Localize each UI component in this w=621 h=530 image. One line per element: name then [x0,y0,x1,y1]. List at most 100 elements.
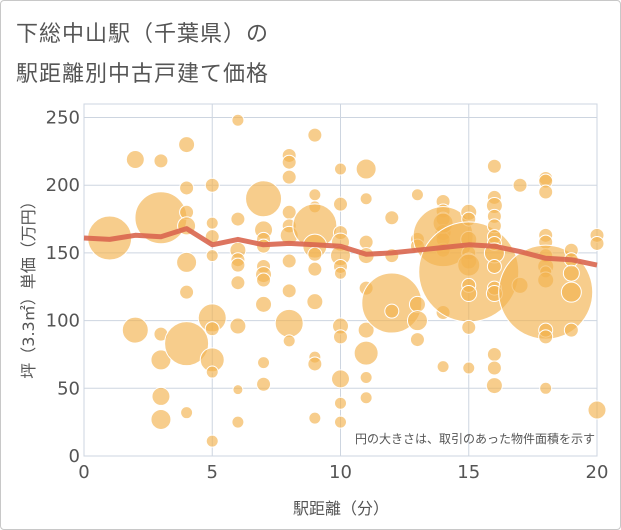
bubble [485,377,503,395]
bubble [125,150,145,170]
y-tick-label: 50 [57,378,80,399]
bubble [563,322,579,338]
bubble [308,188,322,202]
bubble [257,356,271,370]
bubble [180,406,194,420]
y-tick-label: 0 [69,446,80,467]
bubble [406,310,428,332]
bubble [205,434,219,448]
bubble [334,266,347,280]
y-axis-ticks: 0 50 100 150 200 250 [46,108,80,467]
bubble [153,153,169,169]
bubble [229,317,247,335]
bubble [176,251,198,273]
bubble [334,415,347,429]
bubble [408,295,426,313]
y-tick-label: 100 [46,311,80,332]
bubble [274,308,304,338]
bubble [461,319,477,335]
bubble [384,303,400,319]
bubble [256,376,272,392]
x-tick-label: 10 [329,462,352,483]
bubble [164,321,210,367]
bubble [281,169,297,185]
bubble [306,293,324,311]
bubble [307,127,323,143]
bubble [281,154,297,170]
bubble [150,349,172,371]
bubble [460,285,478,303]
bubble [358,234,374,250]
bubble [205,249,219,263]
bubble [245,180,283,218]
bubble [359,192,373,206]
bubble [359,370,373,384]
bubble [151,386,171,406]
bubble [486,346,502,362]
bubble [204,177,220,193]
y-tick-label: 200 [46,175,80,196]
bubble [308,411,322,425]
bubble [486,360,502,376]
x-tick-label: 0 [78,462,89,483]
chart-title-line-2: 駅距離別中古戸建て価格 [16,62,270,87]
bubble [384,210,400,226]
bubble [436,360,450,374]
bubble [587,400,607,420]
bubble [205,216,219,230]
bubble [232,384,244,396]
bubble [486,258,502,274]
bubble [562,264,580,282]
bubble [256,272,272,288]
bubble [307,246,323,262]
bubble [333,196,348,212]
bubble [589,235,605,251]
bubble [355,158,377,180]
bubble [462,361,476,375]
bubble [331,369,350,389]
bubble [410,188,424,202]
bubble [486,158,502,174]
bubble [230,257,246,273]
bubble [231,113,245,127]
bubble [205,365,219,379]
bubble [307,356,323,372]
bubble [333,329,348,345]
bubble [512,177,528,193]
x-tick-label: 20 [586,462,609,483]
chart-title-line-1: 下総中山駅（千葉県）の [16,22,270,47]
bubble [179,180,195,196]
bubble-series [87,113,607,448]
y-tick-label: 250 [46,108,80,129]
x-axis-ticks: 0 5 10 15 20 [78,462,608,483]
x-axis-label: 駅距離（分） [293,499,389,518]
bubble [255,295,273,313]
bubble [179,284,195,300]
bubble [334,162,347,176]
bubble [230,211,246,227]
y-tick-label: 150 [46,243,80,264]
x-tick-label: 5 [207,462,218,483]
bubble [357,321,375,339]
bubble [178,136,196,154]
bubble [334,396,347,410]
bubble [150,408,172,430]
bubble [231,415,245,429]
x-tick-label: 15 [457,462,480,483]
y-axis-label: 坪（3.3㎡）単価（万円） [19,193,38,378]
bubble [538,329,554,345]
bubble [409,332,425,348]
bubble [560,281,582,303]
bubble [204,321,220,337]
bubble [307,261,323,277]
bubble [281,253,297,269]
bubble [539,381,553,395]
bubble [281,283,297,299]
size-note: 円の大きさは、取引のあった物件面積を示す [355,431,595,446]
bubble [230,275,246,291]
bubble [121,316,149,344]
bubble [359,391,373,405]
bubble [538,184,554,200]
trend-line [83,226,598,268]
